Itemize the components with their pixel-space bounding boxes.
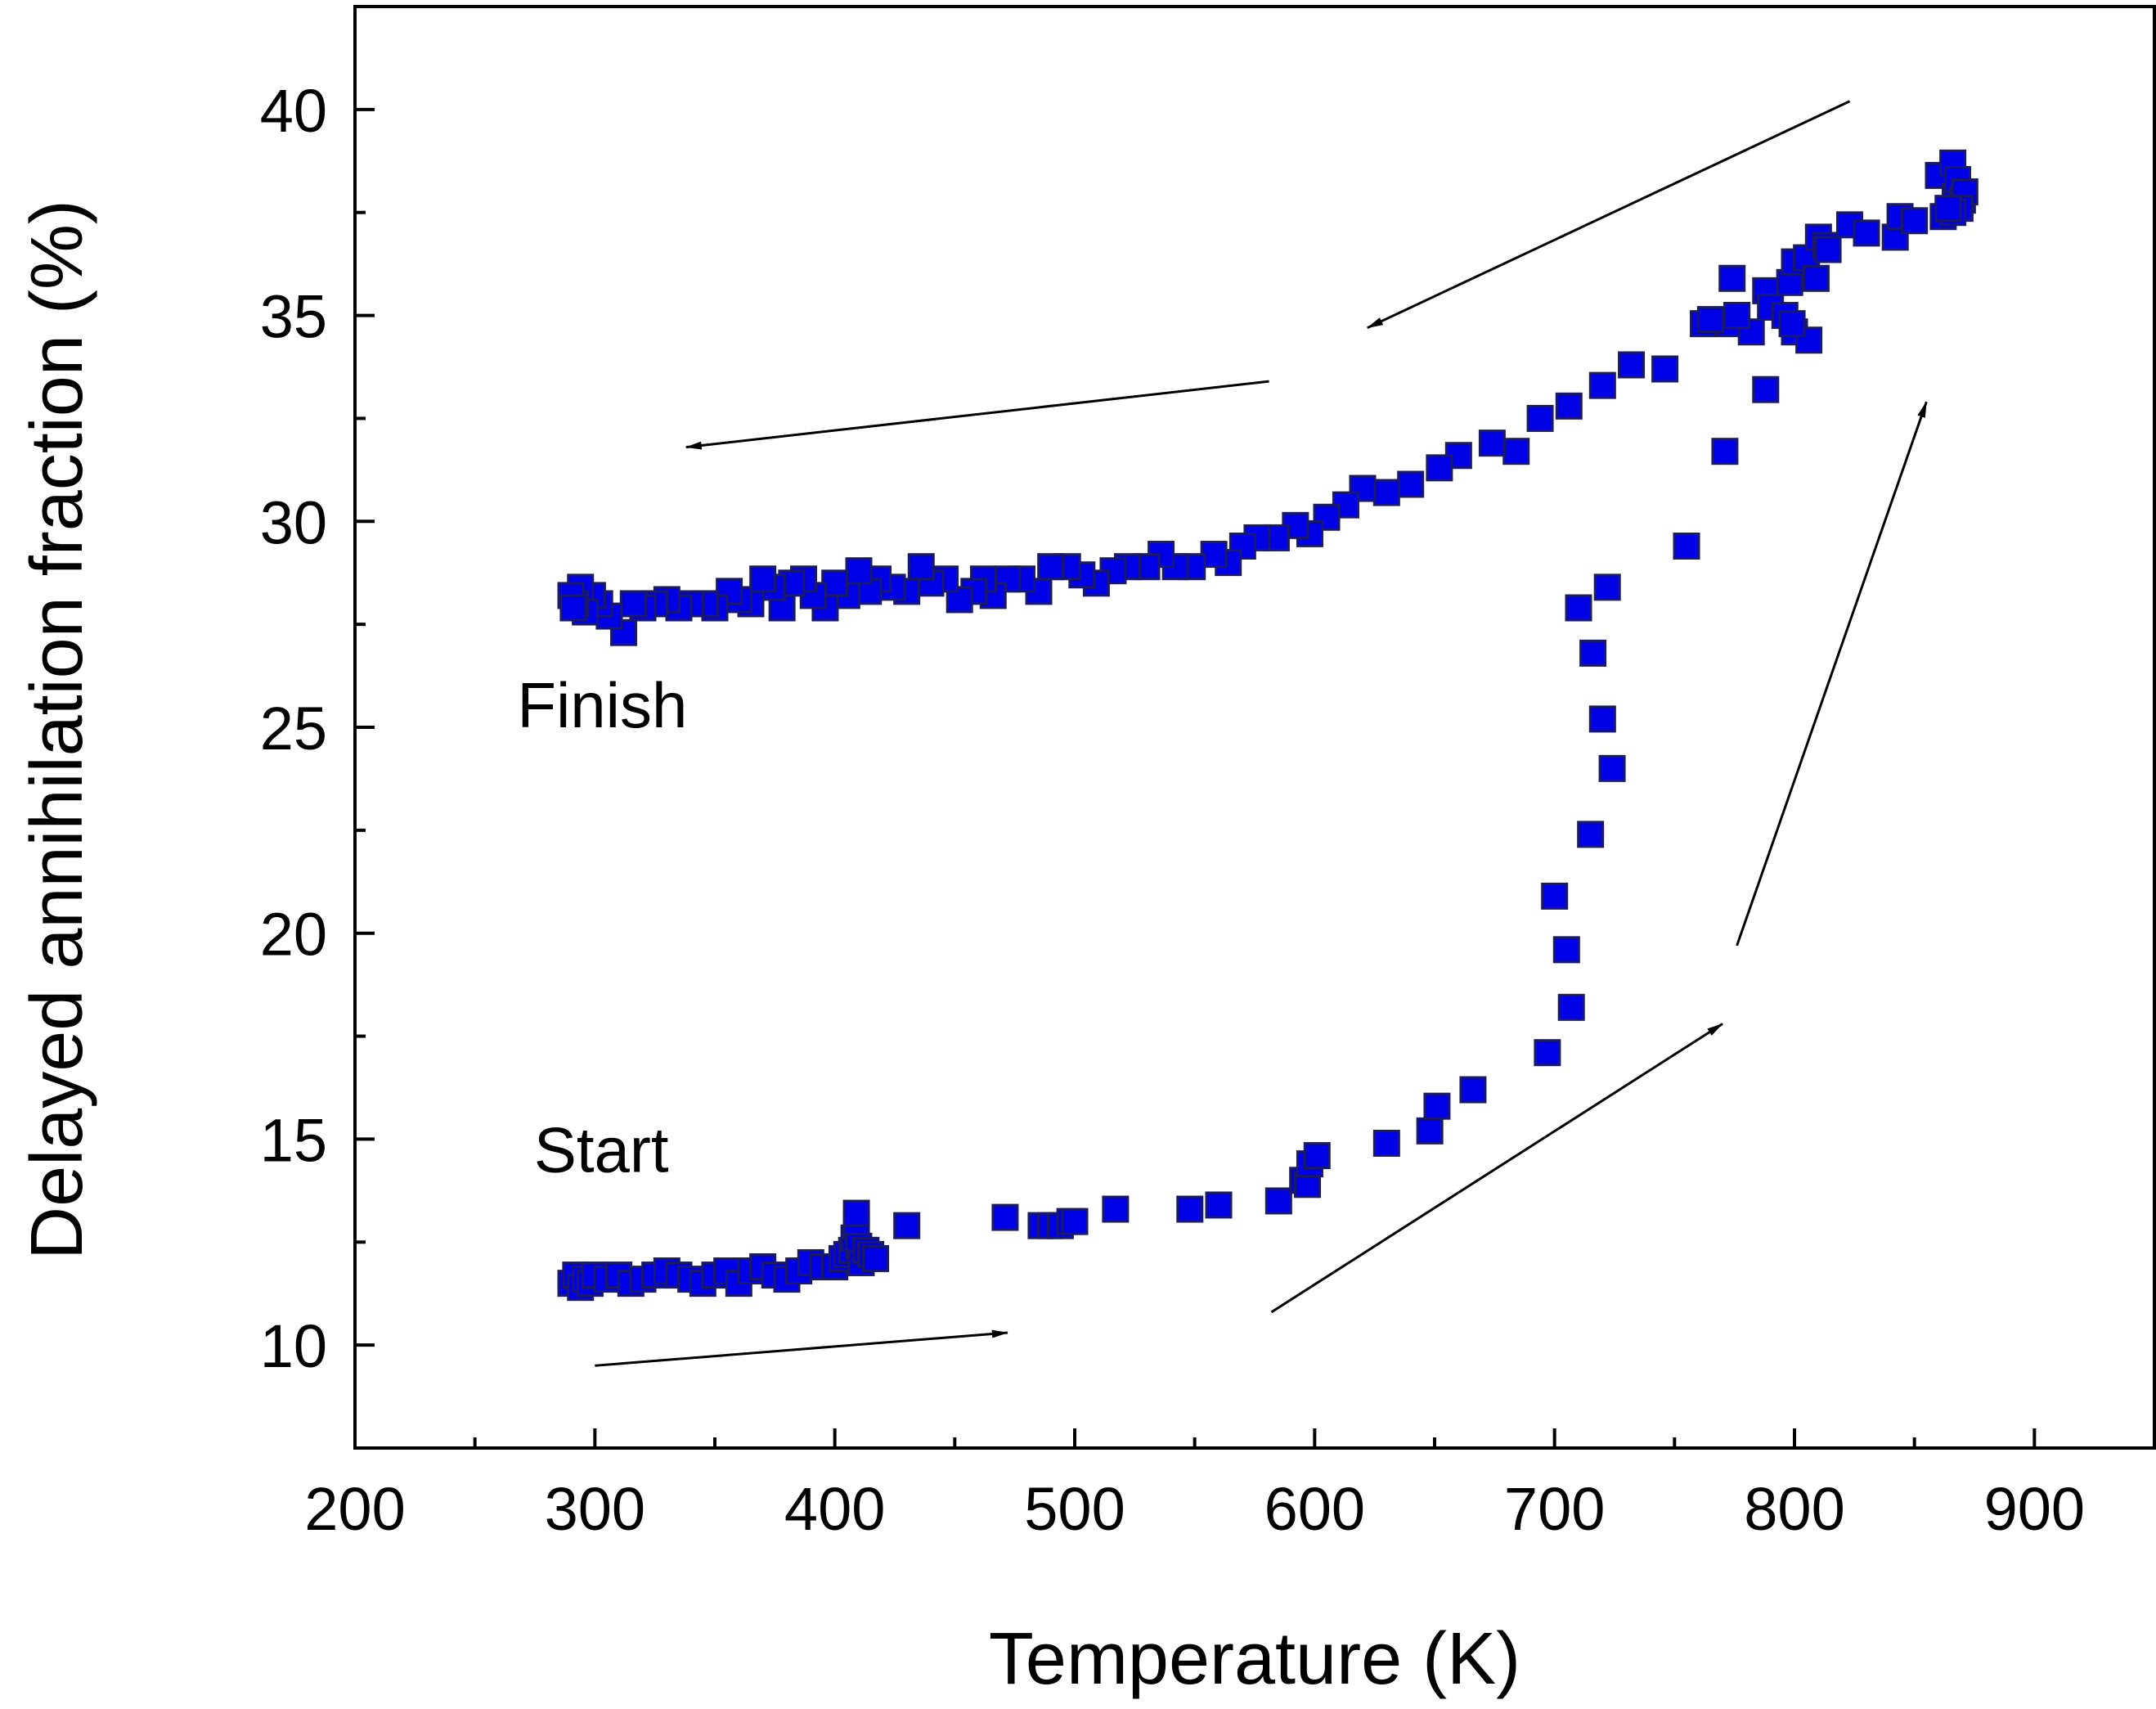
data-point (1534, 1039, 1561, 1067)
data-point (1752, 376, 1780, 403)
data-point (1565, 594, 1592, 622)
direction-arrows (595, 100, 1928, 1367)
annotations: Finish Start (517, 669, 687, 1186)
data-point (1673, 532, 1700, 560)
data-points (557, 149, 1979, 1302)
data-point (1372, 479, 1400, 506)
data-point (1264, 1187, 1292, 1215)
x-axis-title: Temperature (K) (989, 1618, 1520, 1700)
data-point (1061, 1208, 1089, 1235)
x-tick-label: 900 (1984, 1475, 2085, 1543)
data-point (1303, 1142, 1331, 1170)
data-point (1176, 1195, 1204, 1223)
data-point (1593, 573, 1621, 601)
x-tick-label: 200 (304, 1475, 405, 1543)
annotation-start: Start (534, 1114, 669, 1186)
y-tick-label: 10 (260, 1312, 327, 1380)
data-point (1557, 993, 1585, 1021)
data-point (1696, 306, 1724, 334)
direction-arrow (685, 380, 1269, 450)
data-point (1814, 236, 1842, 263)
data-point (1934, 195, 1962, 223)
direction-arrow (595, 1329, 1008, 1367)
data-point (1552, 936, 1580, 964)
data-point (1723, 302, 1751, 330)
data-point (1802, 264, 1830, 292)
data-point (1853, 219, 1880, 247)
direction-arrow (1270, 1023, 1723, 1314)
data-point (1778, 310, 1806, 338)
data-point (1651, 355, 1679, 383)
data-point (1618, 351, 1646, 379)
data-point (1426, 454, 1453, 482)
x-tick-label: 300 (545, 1475, 645, 1543)
data-point (1588, 705, 1616, 733)
data-point (1526, 404, 1554, 432)
data-point (1502, 438, 1530, 465)
data-point (862, 1244, 890, 1272)
data-point (1598, 754, 1626, 782)
x-tick-label: 500 (1024, 1475, 1125, 1543)
y-tick-label: 15 (260, 1106, 327, 1174)
data-point (610, 618, 638, 646)
data-point (1579, 639, 1607, 667)
data-point (1795, 326, 1823, 354)
data-point (1205, 1191, 1233, 1219)
y-tick-label: 25 (260, 695, 327, 762)
data-point (1718, 264, 1746, 292)
data-point (559, 594, 587, 622)
y-tick-label: 35 (260, 283, 327, 351)
data-point (1901, 207, 1929, 235)
data-point (749, 565, 777, 593)
x-tick-label: 800 (1744, 1475, 1844, 1543)
data-point (1416, 1117, 1444, 1145)
data-point (1037, 553, 1065, 581)
data-point (893, 1212, 921, 1239)
data-point (1541, 882, 1569, 910)
direction-arrow (1736, 401, 1928, 947)
data-point (1478, 429, 1506, 457)
data-point (842, 1199, 870, 1227)
data-point (1577, 821, 1605, 848)
data-point (1459, 1076, 1487, 1104)
data-point (1372, 1129, 1400, 1157)
direction-arrow (1366, 100, 1851, 330)
data-point (1711, 438, 1739, 465)
data-point (1555, 392, 1583, 420)
axis-tick-labels: 200 300 400 500 600 700 800 900 10 15 20 25 30 35 40 (260, 77, 2085, 1543)
y-axis-title: Delayed annihilation fraction (%) (16, 200, 98, 1260)
data-point (1423, 1092, 1451, 1120)
annotation-finish: Finish (517, 669, 687, 741)
data-point (991, 1203, 1019, 1231)
data-point (619, 590, 647, 618)
data-point (1228, 532, 1256, 560)
x-tick-label: 400 (784, 1475, 885, 1543)
y-tick-label: 20 (260, 901, 327, 969)
y-tick-label: 30 (260, 488, 327, 556)
data-point (845, 557, 873, 585)
x-tick-label: 600 (1264, 1475, 1365, 1543)
x-tick-label: 700 (1504, 1475, 1605, 1543)
data-point (907, 553, 935, 581)
axis-ticks (353, 5, 2037, 1450)
y-tick-label: 40 (260, 77, 327, 145)
data-point (1397, 470, 1425, 498)
data-point (1588, 371, 1616, 399)
data-point (1102, 1195, 1130, 1223)
